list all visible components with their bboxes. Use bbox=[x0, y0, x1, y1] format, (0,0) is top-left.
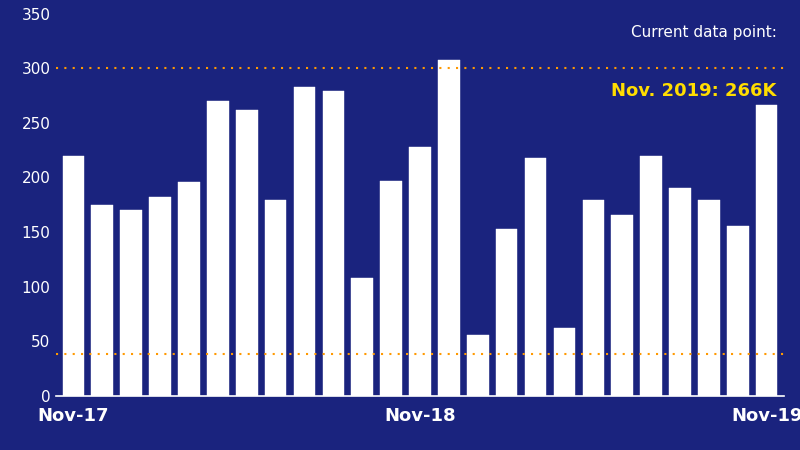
Bar bbox=[322, 91, 344, 396]
Bar bbox=[207, 101, 229, 396]
Text: Nov. 2019: 266K: Nov. 2019: 266K bbox=[611, 82, 777, 100]
Bar bbox=[149, 197, 171, 396]
Bar bbox=[438, 60, 460, 396]
Bar bbox=[756, 105, 778, 396]
Bar bbox=[467, 335, 489, 396]
Bar bbox=[640, 156, 662, 396]
Bar bbox=[525, 158, 546, 396]
Bar bbox=[178, 182, 200, 396]
Bar bbox=[698, 200, 720, 396]
Bar bbox=[294, 87, 315, 396]
Bar bbox=[91, 205, 113, 396]
Bar bbox=[582, 200, 604, 396]
Bar bbox=[351, 278, 373, 396]
Bar bbox=[727, 225, 749, 396]
Bar bbox=[611, 215, 633, 396]
Bar bbox=[120, 210, 142, 396]
Bar bbox=[496, 229, 518, 396]
Bar bbox=[554, 328, 575, 396]
Bar bbox=[669, 189, 691, 396]
Bar bbox=[380, 181, 402, 396]
Text: Current data point:: Current data point: bbox=[631, 25, 777, 40]
Bar bbox=[62, 156, 84, 396]
Bar bbox=[236, 110, 258, 396]
Bar bbox=[265, 200, 286, 396]
Bar bbox=[409, 147, 431, 396]
